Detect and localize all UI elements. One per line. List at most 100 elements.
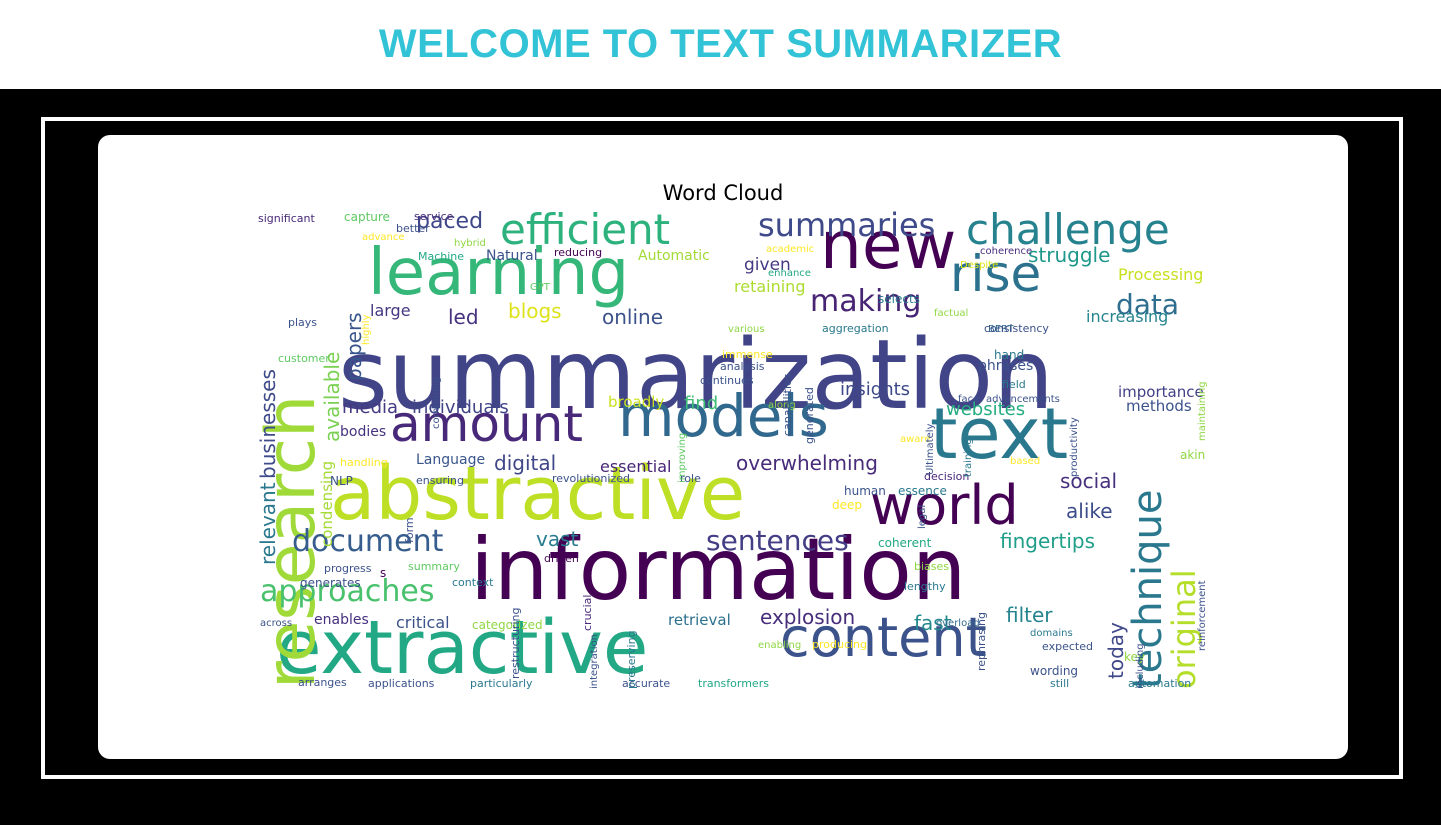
word-cloud-title: Word Cloud bbox=[662, 181, 784, 205]
word-cloud-word: along bbox=[768, 400, 796, 411]
word-cloud-word: today bbox=[1104, 622, 1128, 679]
page-title: WELCOME TO TEXT SUMMARIZER bbox=[378, 22, 1063, 66]
word-cloud-word: coherence bbox=[980, 246, 1033, 257]
word-cloud-word: led bbox=[448, 305, 479, 329]
word-cloud-word: better bbox=[396, 222, 430, 235]
word-cloud-word: relevant bbox=[256, 482, 280, 565]
word-cloud-word: service bbox=[414, 210, 454, 223]
word-cloud-word: original bbox=[1165, 569, 1203, 689]
word-cloud-word: revolutionized bbox=[552, 472, 630, 485]
word-cloud-word: maintaining bbox=[1197, 381, 1208, 441]
word-cloud-word: learning bbox=[368, 236, 630, 310]
word-cloud-word: essential bbox=[600, 457, 672, 476]
word-cloud-word: data bbox=[1116, 288, 1180, 321]
word-cloud-word: essence bbox=[898, 484, 947, 498]
word-cloud-word: akin bbox=[1180, 448, 1206, 462]
word-cloud-word: consistency bbox=[984, 322, 1049, 335]
word-cloud-word: Natural bbox=[486, 248, 538, 264]
word-cloud-word: handling bbox=[340, 456, 388, 469]
word-cloud-word: field bbox=[1002, 378, 1026, 391]
word-cloud-word: abstractive bbox=[330, 451, 746, 537]
word-cloud-word: available bbox=[320, 351, 344, 442]
word-cloud-word: capture bbox=[344, 210, 390, 224]
word-cloud-word: broadly bbox=[608, 393, 665, 411]
word-cloud-word: aggregation bbox=[822, 322, 889, 335]
word-cloud-word: amount bbox=[390, 395, 583, 453]
word-cloud-word: world bbox=[870, 474, 1019, 537]
word-cloud-word: Processing bbox=[1118, 265, 1204, 284]
word-cloud-word: human bbox=[844, 484, 886, 498]
word-cloud-word: retaining bbox=[734, 277, 806, 296]
word-cloud-word: overwhelming bbox=[736, 451, 878, 475]
word-cloud-word: summary bbox=[408, 560, 460, 573]
word-cloud-word: models bbox=[618, 382, 829, 450]
word-cloud-word: challenge bbox=[966, 205, 1170, 254]
word-cloud-word: media bbox=[342, 397, 399, 418]
word-cloud-word: websites bbox=[946, 399, 1026, 420]
word-cloud-word: overload bbox=[936, 618, 980, 629]
word-cloud-word: domains bbox=[1030, 628, 1073, 639]
word-cloud-word: enabling bbox=[758, 640, 802, 651]
word-cloud-word: transformers bbox=[698, 677, 769, 690]
word-cloud-word: form bbox=[403, 517, 416, 544]
word-cloud-word: rephrasing bbox=[975, 611, 988, 671]
word-cloud-word: information bbox=[470, 520, 967, 620]
word-cloud-word: various bbox=[728, 324, 765, 335]
word-cloud-image: summarization information extractive abstra… bbox=[252, 205, 1208, 691]
word-cloud-word: importance bbox=[1118, 383, 1204, 401]
word-cloud-word: selects bbox=[878, 292, 920, 306]
word-cloud-word: Machine bbox=[418, 250, 465, 263]
word-cloud-word: capabilities bbox=[781, 373, 794, 437]
word-cloud-word: vast bbox=[536, 527, 579, 551]
word-cloud-word: ensuring bbox=[416, 474, 464, 487]
word-cloud-word: filter bbox=[1006, 603, 1053, 627]
word-cloud-word: digital bbox=[494, 451, 557, 475]
word-cloud-word: combining bbox=[431, 376, 442, 429]
word-cloud-word: legal bbox=[917, 504, 928, 529]
word-cloud-word: improving bbox=[677, 432, 688, 483]
word-cloud-word: GPT bbox=[530, 282, 550, 293]
word-cloud-word: integration bbox=[589, 634, 600, 689]
word-cloud-word: efficient bbox=[500, 205, 671, 254]
word-cloud-word: increasing bbox=[1086, 307, 1169, 326]
word-cloud-word: particularly bbox=[470, 677, 533, 690]
word-cloud-word: hand bbox=[994, 348, 1025, 362]
word-cloud-word: aware bbox=[900, 434, 931, 445]
word-cloud-word: text bbox=[930, 393, 1069, 475]
word-cloud-word: preserving bbox=[625, 630, 638, 689]
word-cloud-word: crucial bbox=[581, 594, 594, 632]
word-cloud-word: including bbox=[1135, 643, 1146, 689]
word-cloud-word: approaches bbox=[260, 574, 435, 609]
word-cloud-word: reducing bbox=[554, 246, 603, 259]
word-cloud-word: rise bbox=[950, 245, 1042, 303]
word-cloud-word: alike bbox=[1066, 499, 1113, 523]
word-cloud-word: reinforcement bbox=[1197, 580, 1208, 652]
word-cloud-word: advance bbox=[362, 232, 405, 243]
word-cloud-word: given bbox=[744, 255, 791, 275]
word-cloud-word: bodies bbox=[340, 424, 387, 440]
word-cloud-word: applications bbox=[368, 677, 435, 690]
word-cloud-word: content bbox=[780, 606, 987, 669]
word-cloud-word: advancements bbox=[986, 394, 1060, 405]
word-cloud-word: critical bbox=[396, 613, 450, 632]
word-cloud-word: s bbox=[380, 566, 387, 580]
word-cloud-word: blogs bbox=[508, 299, 562, 323]
word-cloud-word: retrieval bbox=[668, 611, 731, 629]
word-cloud-word: generates bbox=[300, 576, 361, 590]
word-cloud-word: extractive bbox=[276, 605, 649, 691]
word-cloud-word: document bbox=[292, 524, 444, 559]
word-cloud-word: expected bbox=[1042, 640, 1093, 653]
word-cloud-word: deep bbox=[832, 498, 862, 512]
word-cloud-word: automation bbox=[1128, 677, 1192, 690]
image-frame: Word Cloud summarization information extra… bbox=[41, 117, 1403, 779]
word-cloud-word: arranges bbox=[298, 676, 347, 689]
word-cloud-word: enables bbox=[314, 612, 369, 628]
word-cloud-word: restructuring bbox=[509, 607, 522, 679]
word-cloud-word: Language bbox=[416, 452, 486, 468]
word-cloud-word: key bbox=[1124, 650, 1146, 664]
word-cloud-word: generated bbox=[803, 387, 816, 445]
word-cloud-word: online bbox=[602, 305, 664, 329]
word-cloud-word: BERT bbox=[988, 324, 1014, 335]
word-cloud-word: producing bbox=[812, 638, 868, 651]
word-cloud-word: accurate bbox=[622, 677, 671, 690]
